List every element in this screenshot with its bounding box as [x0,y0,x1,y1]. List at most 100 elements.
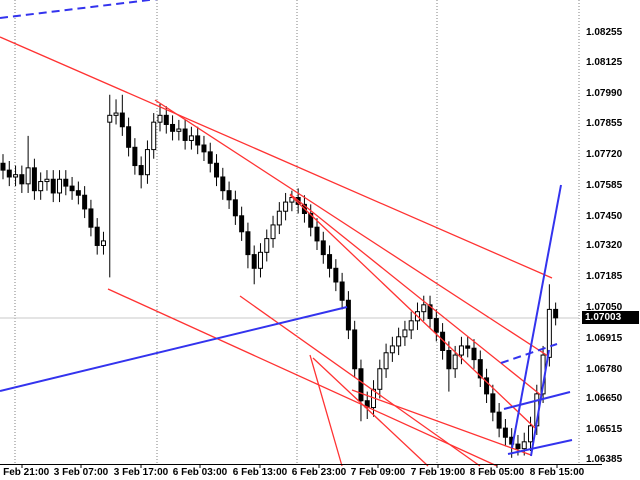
candle [63,178,69,187]
time-axis-label: 3 Feb 07:00 [53,467,109,478]
candle [182,128,188,141]
time-axis-label: 7 Feb 19:00 [410,467,466,478]
candle [144,149,150,176]
time-axis-label: 7 Feb 09:00 [350,467,406,478]
candle [251,254,257,269]
candle [176,128,182,132]
price-axis-label: 1.07720 [586,149,623,161]
price-axis-label: 1.06515 [586,424,623,436]
candle [132,146,138,167]
candle [57,178,63,194]
blue-trendline-2[interactable] [0,306,348,392]
candle [553,308,559,319]
candle [113,112,119,116]
candle [327,254,333,269]
candle [207,151,213,164]
candle [458,345,464,356]
red-trendline-9[interactable] [351,389,532,456]
price-axis-label: 1.07320 [586,240,623,252]
candle [0,162,6,171]
candle [496,411,502,429]
candle [195,135,201,146]
red-trendline-7[interactable] [312,357,429,467]
candle [239,215,245,233]
candle [276,210,282,226]
price-axis-label: 1.07990 [586,87,623,99]
price-axis-label: 1.08255 [586,27,623,38]
time-axis-label: 6 Feb 23:00 [291,467,347,478]
price-axis-label: 1.08125 [586,56,623,68]
candle [31,167,37,192]
candle [427,304,433,320]
candle [201,144,207,153]
price-axis-label: 1.07450 [586,210,623,222]
candle [19,174,25,185]
candle [408,320,414,331]
candle [383,352,389,370]
candle [320,240,326,256]
candle [13,174,19,178]
time-axis-label: 6 Feb 03:00 [172,467,228,478]
candle [44,178,50,183]
price-axis-label: 1.07185 [586,271,623,283]
red-trendline-2[interactable] [154,99,549,357]
candle [88,208,94,228]
blue-trendline-6[interactable] [503,391,571,410]
candle [188,135,194,141]
candle [314,226,320,242]
candle [232,199,238,217]
candle [333,267,339,283]
price-axis-label: 1.07585 [586,179,623,191]
candle [151,121,157,151]
red-trendline-6[interactable] [239,295,481,467]
candle [25,167,31,185]
candle [163,114,169,125]
candle [345,299,351,331]
candle [245,231,251,256]
price-axis-label: 1.06650 [586,393,623,405]
candle [75,190,81,196]
candle [100,240,106,246]
candle [446,349,452,370]
time-axis-label: 8 Feb 15:00 [529,467,585,478]
blue-trendline-4[interactable] [530,349,550,457]
candle [339,281,345,301]
candle [502,427,508,438]
candle [308,213,314,228]
candle [6,169,12,178]
candle [484,377,490,395]
candle [226,190,232,201]
candle [214,162,220,178]
candle [515,443,521,450]
candle [157,114,163,123]
candle [396,336,402,347]
candle [257,251,263,269]
candle [94,226,100,246]
candle [352,329,358,370]
candle [521,441,527,450]
time-axis-label: 2 Feb 21:00 [0,467,50,478]
red-trendline-8[interactable] [309,354,343,467]
red-trendline-5[interactable] [107,288,498,467]
blue-trendline-5[interactable] [500,343,558,364]
candle [471,347,477,361]
candle [421,304,427,313]
price-axis-label: 1.07855 [586,118,623,130]
candle [402,329,408,338]
candle [126,126,132,148]
red-trendline-3[interactable] [289,193,543,397]
candle [477,359,483,379]
candle [528,425,534,443]
time-axis-label: 6 Feb 13:00 [232,467,288,478]
candle [546,308,552,358]
red-trendline-4[interactable] [289,194,536,429]
blue-trendline-7[interactable] [507,439,573,455]
candle [264,238,270,253]
candle [377,368,383,390]
red-trendline-1[interactable] [0,36,553,279]
candle [220,176,226,192]
candle [465,345,471,349]
blue-trendline-1[interactable] [0,0,166,19]
time-axis-label: 3 Feb 17:00 [113,467,169,478]
